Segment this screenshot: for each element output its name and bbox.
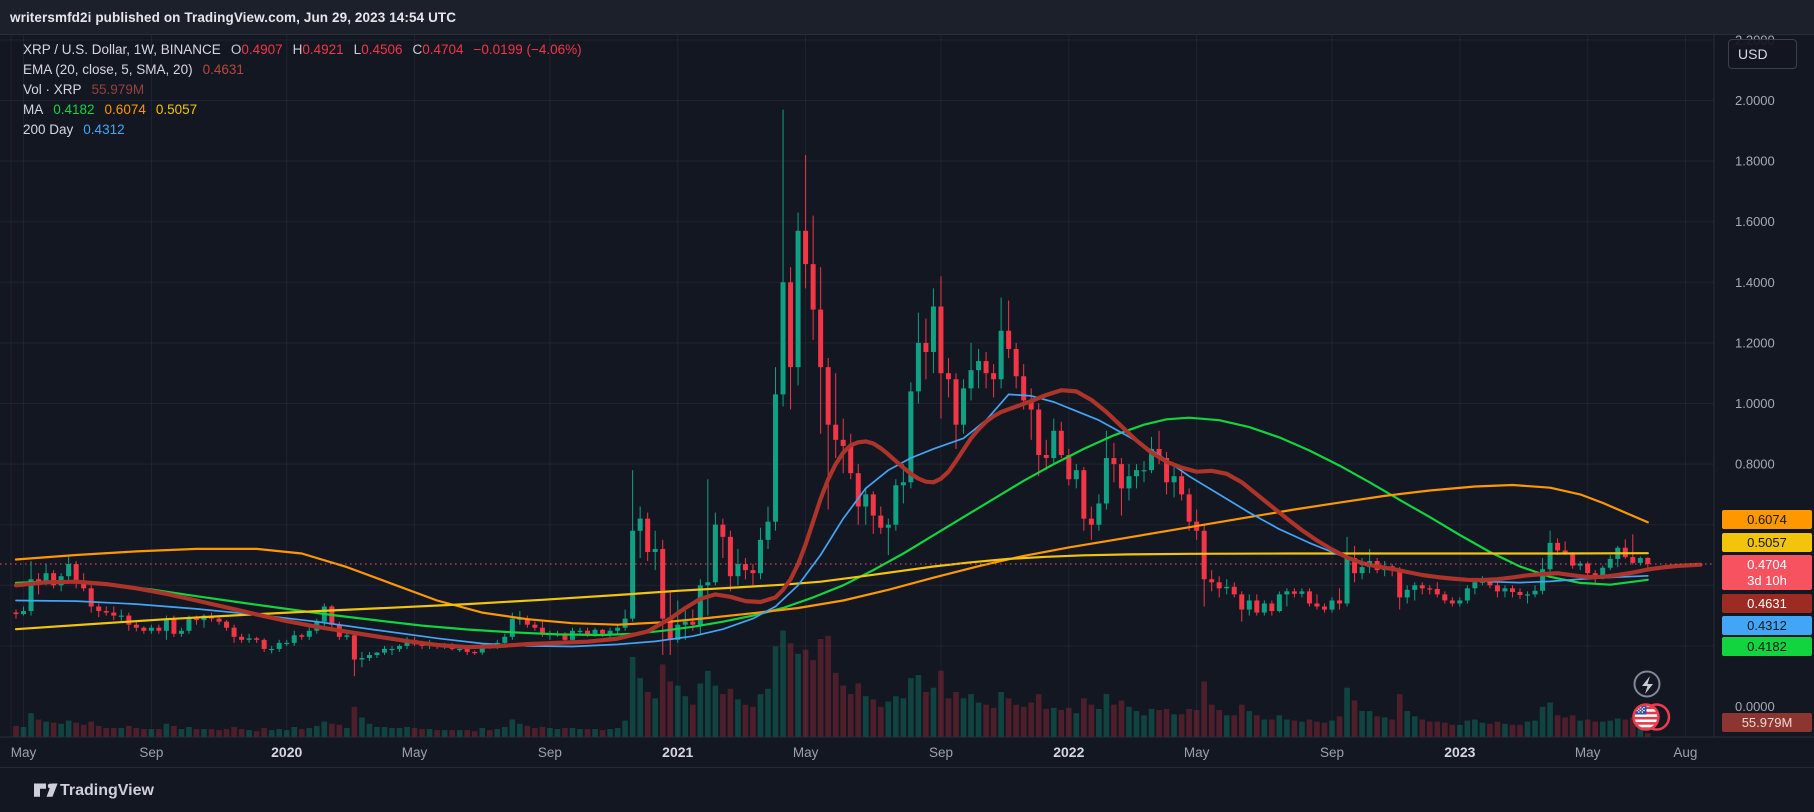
svg-text:May: May: [793, 745, 819, 760]
svg-text:Sep: Sep: [139, 745, 163, 760]
price-badge: 0.5057: [1722, 533, 1812, 552]
volume-badge: 55.979M: [1722, 713, 1812, 732]
ema-label: EMA (20, close, 5, SMA, 20): [23, 61, 193, 77]
svg-text:1.4000: 1.4000: [1735, 275, 1775, 290]
svg-text:2020: 2020: [271, 744, 302, 760]
svg-text:Sep: Sep: [929, 745, 953, 760]
legend-200day-row: 200 Day 0.4312: [23, 119, 582, 139]
svg-text:May: May: [1575, 745, 1601, 760]
price-badge: 0.4631: [1722, 594, 1812, 613]
lightning-icon[interactable]: [1633, 670, 1661, 698]
svg-text:2.0000: 2.0000: [1735, 93, 1775, 108]
legend-ema-row: EMA (20, close, 5, SMA, 20) 0.4631: [23, 59, 582, 79]
candlesticks: [13, 109, 1651, 677]
moving-average-lines: [13, 388, 1703, 650]
price-axis-labels[interactable]: 2.20002.00001.80001.60001.40001.20001.00…: [1735, 32, 1775, 714]
svg-text:2021: 2021: [662, 744, 693, 760]
volume-bars: [13, 630, 1651, 737]
legend-ma-row: MA 0.4182 0.6074 0.5057: [23, 99, 582, 119]
svg-text:May: May: [11, 745, 37, 760]
svg-text:2023: 2023: [1444, 744, 1475, 760]
price-badge: 0.4312: [1722, 616, 1812, 635]
published-title: writersmfd2i published on TradingView.co…: [10, 9, 457, 25]
svg-text:1.8000: 1.8000: [1735, 154, 1775, 169]
svg-text:Aug: Aug: [1673, 745, 1697, 760]
svg-text:0.0000: 0.0000: [1735, 699, 1775, 714]
ma-label: MA: [23, 101, 44, 117]
svg-text:1.2000: 1.2000: [1735, 335, 1775, 350]
published-header-bar: writersmfd2i published on TradingView.co…: [0, 0, 1814, 35]
time-axis-labels[interactable]: May Sep 2020 May Sep 2021 May Sep 2022 May Sep 2023…: [11, 744, 1698, 760]
symbol-title: XRP / U.S. Dollar, 1W, BINANCE: [23, 41, 221, 57]
ohlc-values: O0.4907 H0.4921 L0.4506 C0.4704: [231, 42, 464, 57]
chart-legend: XRP / U.S. Dollar, 1W, BINANCE O0.4907 H0…: [23, 39, 582, 139]
tradingview-wordmark[interactable]: TradingView: [60, 781, 154, 799]
ohlc-item: C0.4704: [412, 41, 464, 57]
svg-text:May: May: [402, 745, 428, 760]
price-badge: 0.4704 3d 10h: [1722, 555, 1812, 590]
ma-value: 0.6074: [104, 101, 146, 117]
day200-value: 0.4312: [83, 121, 125, 137]
svg-text:1.0000: 1.0000: [1735, 396, 1775, 411]
day200-label: 200 Day: [23, 121, 74, 137]
ohlc-item: H0.4921: [292, 41, 344, 57]
footer-bar: TradingView: [0, 767, 1814, 812]
price-badge: 0.6074: [1722, 510, 1812, 529]
ema-value: 0.4631: [202, 61, 244, 77]
legend-symbol-row: XRP / U.S. Dollar, 1W, BINANCE O0.4907 H0…: [23, 39, 582, 59]
ma-value: 0.4182: [53, 101, 95, 117]
legend-volume-row: Vol · XRP 55.979M: [23, 79, 582, 99]
us-flag-pair-icon: [1632, 703, 1671, 731]
svg-text:Sep: Sep: [538, 745, 562, 760]
price-badge: 0.4182: [1722, 637, 1812, 656]
svg-text:2022: 2022: [1053, 744, 1084, 760]
currency-unit-button[interactable]: USD: [1728, 39, 1797, 69]
ohlc-item: L0.4506: [353, 41, 403, 57]
axis-borders: [0, 34, 1814, 738]
svg-text:1.6000: 1.6000: [1735, 214, 1775, 229]
svg-text:May: May: [1184, 745, 1210, 760]
svg-text:0.8000: 0.8000: [1735, 457, 1775, 472]
change-value: −0.0199 (−4.06%): [473, 41, 582, 57]
tradingview-logo-icon[interactable]: [34, 781, 58, 798]
ohlc-item: O0.4907: [230, 41, 283, 57]
ma-values: 0.4182 0.6074 0.5057: [43, 102, 197, 117]
chart-gridlines: [0, 34, 1714, 737]
svg-text:Sep: Sep: [1320, 745, 1344, 760]
volume-value: 55.979M: [91, 81, 145, 97]
volume-label: Vol · XRP: [23, 81, 82, 97]
ma-value: 0.5057: [155, 101, 198, 117]
